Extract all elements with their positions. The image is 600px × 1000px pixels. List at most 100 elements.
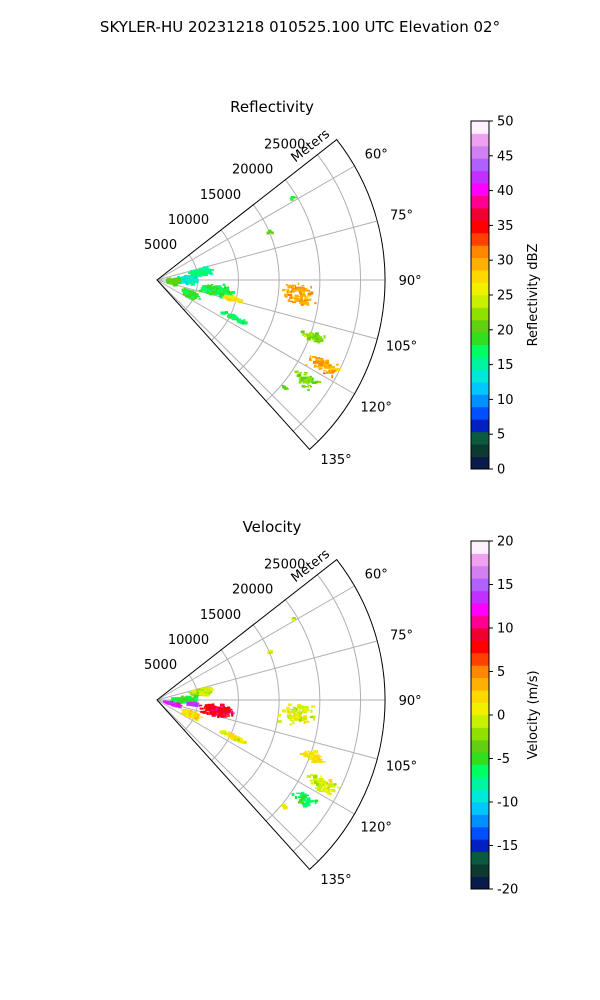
echo-gate [321, 779, 324, 781]
echo-gate [317, 340, 321, 344]
echo-gate [301, 798, 306, 801]
echo-gate [201, 690, 205, 693]
echo-gate [287, 299, 291, 302]
echo-gate [178, 706, 182, 709]
echo-gate [302, 286, 304, 290]
colorbar-tick-label: 50 [497, 115, 514, 130]
echo-gate [285, 806, 288, 808]
colorbar-tick-label: 15 [497, 578, 514, 593]
echo-gate [297, 282, 300, 285]
echo-gate [302, 292, 305, 294]
echo-gate [323, 761, 326, 763]
echo-gate [211, 709, 217, 713]
echo-gate [291, 287, 294, 291]
echo-gate [336, 363, 339, 366]
echo-gate [323, 370, 327, 372]
echo-gate [194, 703, 198, 707]
echo-gate [288, 291, 292, 293]
echo-gate [326, 371, 329, 374]
colorbar-segment [471, 431, 489, 445]
echo-gate [211, 283, 214, 286]
echo-gate [226, 290, 230, 293]
echo-gate [306, 709, 310, 712]
echo-gate [232, 712, 235, 714]
colorbar-segment [471, 702, 489, 716]
echo-gate [312, 775, 318, 778]
echo-gate [199, 707, 204, 710]
echo-gate [222, 712, 226, 716]
echo-gate [178, 278, 182, 281]
range-tick-label: 25000 [264, 558, 305, 573]
echo-gate [189, 279, 194, 281]
echo-gate [184, 696, 187, 700]
echo-gate [295, 300, 301, 303]
echo-gate [310, 774, 314, 776]
echo-gate [177, 699, 181, 702]
colorbar-segment [471, 444, 489, 457]
echo-gate [277, 714, 281, 717]
echo-gate [228, 733, 231, 736]
echo-gate [198, 704, 203, 707]
colorbar-tick-label: 10 [497, 622, 514, 637]
echo-cluster [289, 196, 297, 201]
echo-gate [318, 365, 323, 369]
echo-gate [218, 713, 223, 717]
echo-gate [200, 716, 203, 719]
echo-gate [302, 376, 307, 379]
echo-gate [222, 706, 226, 710]
echo-gate [188, 697, 194, 701]
echo-gate [194, 291, 196, 294]
echo-gate [184, 701, 188, 703]
colorbar-segment [471, 565, 489, 579]
azimuth-grid-line [156, 279, 319, 442]
echo-gate [293, 711, 296, 715]
echo-gate [306, 289, 310, 292]
echo-gate [220, 732, 224, 735]
echo-gate [319, 790, 324, 793]
echo-gate [239, 740, 244, 744]
echo-gate [207, 265, 209, 269]
echo-gate [303, 372, 308, 374]
echo-gate [194, 293, 199, 295]
range-tick-label: 5000 [144, 658, 177, 673]
echo-gate [233, 296, 236, 298]
echo-gate [207, 703, 212, 707]
echo-gate [224, 286, 229, 289]
echo-gate [315, 337, 319, 340]
echo-gate [305, 376, 309, 379]
echo-gate [185, 281, 188, 284]
echo-gate [222, 283, 226, 286]
echo-gate [199, 274, 202, 277]
panel-title: Velocity [243, 518, 302, 536]
echo-cluster [169, 694, 199, 705]
echo-gate [230, 737, 234, 740]
echo-gate [315, 754, 320, 758]
colorbar-segment [471, 603, 489, 616]
echo-gate [299, 376, 302, 379]
echo-gate [306, 377, 309, 381]
echo-gate [288, 703, 292, 706]
echo-gate [299, 291, 301, 294]
echo-gate [238, 318, 242, 322]
colorbar-segment [471, 208, 489, 221]
echo-gate [205, 689, 210, 692]
echo-gate [310, 756, 314, 760]
echo-gate [329, 780, 333, 784]
echo-gate [203, 287, 208, 290]
echo-gate [204, 689, 207, 692]
echo-cluster [165, 277, 182, 287]
echo-cluster [291, 791, 319, 808]
echo-gate [299, 753, 304, 755]
echo-gate [331, 784, 336, 788]
echo-gate [179, 277, 184, 281]
echo-gate [314, 360, 320, 363]
echo-gate [225, 292, 229, 296]
echo-gate [305, 380, 308, 384]
echo-gate [297, 705, 302, 709]
echo-gate [315, 335, 320, 338]
echo-gate [286, 714, 292, 718]
echo-gate [292, 296, 296, 299]
echo-gate [224, 286, 226, 289]
echo-gate [325, 789, 328, 792]
